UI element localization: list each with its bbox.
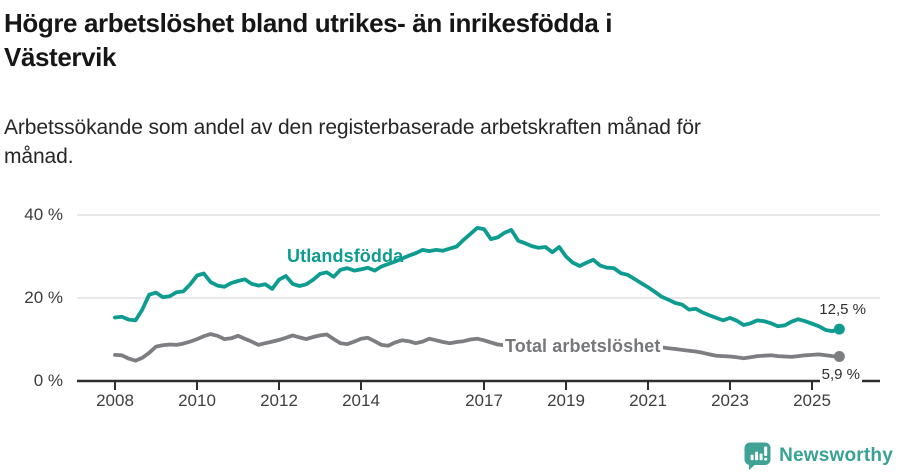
y-axis-label: 0 %	[33, 371, 63, 390]
x-axis-label: 2014	[342, 391, 380, 410]
title-line-1: Högre arbetslöshet bland utrikes- än inr…	[4, 8, 613, 38]
x-axis-label: 2012	[260, 391, 298, 410]
series-label-total-arbetsloshet: Total arbetslöshet	[503, 336, 663, 357]
x-axis-label: 2008	[96, 391, 134, 410]
y-axis-label: 40 %	[24, 205, 63, 224]
title-line-2: Västervik	[4, 42, 117, 72]
series-end-dot-1	[833, 351, 845, 363]
y-axis-label: 20 %	[24, 288, 63, 307]
x-axis-label: 2017	[465, 391, 503, 410]
end-value-utlandsfodda: 12,5 %	[819, 301, 866, 318]
chart-subtitle: Arbetssökande som andel av den registerb…	[4, 113, 701, 171]
newsworthy-logo: Newsworthy	[743, 441, 893, 470]
x-axis-label: 2010	[178, 391, 216, 410]
newsworthy-bar-chart-icon	[744, 442, 771, 470]
series-line-1	[113, 332, 842, 363]
series-label-utlandsfodda: Utlandsfödda	[287, 246, 404, 266]
page-title: Högre arbetslöshet bland utrikes- än inr…	[4, 6, 612, 74]
x-axis-label: 2023	[711, 391, 749, 410]
newsworthy-wordmark: Newsworthy	[779, 444, 893, 466]
subtitle-line-1: Arbetssökande som andel av den registerb…	[4, 116, 701, 139]
end-value-total-arbetsloshet: 5,9 %	[819, 366, 862, 383]
x-axis-label: 2019	[547, 391, 585, 410]
x-axis-label: 2025	[793, 391, 831, 410]
series-line-0	[113, 225, 842, 334]
series-end-dot-0	[833, 323, 845, 335]
subtitle-line-2: månad.	[4, 145, 74, 168]
x-axis-label: 2021	[629, 391, 667, 410]
